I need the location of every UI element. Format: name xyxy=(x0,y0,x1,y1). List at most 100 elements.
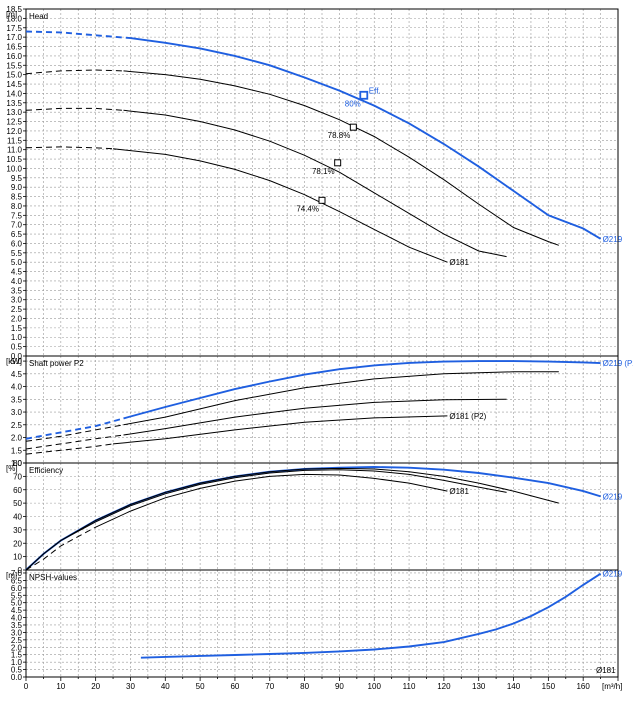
y-tick-label: 20 xyxy=(13,539,22,548)
panel-0 xyxy=(23,8,619,357)
series-line xyxy=(123,360,601,420)
y-tick-label: 15.5 xyxy=(6,61,22,70)
panel-title: Efficiency xyxy=(29,466,63,475)
series-line xyxy=(130,37,602,240)
x-tick-label: 50 xyxy=(196,682,205,691)
series-line-dashed xyxy=(25,107,124,111)
x-tick-label: 60 xyxy=(230,682,239,691)
x-tick-label: 160 xyxy=(576,682,590,691)
y-tick-label: 0.5 xyxy=(11,343,23,352)
series-label: Ø219 xyxy=(603,570,623,579)
y-tick-label: 15.0 xyxy=(6,71,22,80)
x-tick-label: 10 xyxy=(56,682,65,691)
series-line-dashed xyxy=(25,146,114,150)
series-line-dashed xyxy=(25,417,124,440)
efficiency-marker xyxy=(359,90,369,100)
series-label: Ø219 xyxy=(603,492,623,501)
y-tick-label: 80 xyxy=(13,459,22,468)
y-tick-label: 2.0 xyxy=(11,314,23,323)
efficiency-marker-label: Eff. xyxy=(369,86,381,95)
efficiency-marker xyxy=(349,123,357,131)
efficiency-label: 80% xyxy=(345,99,361,108)
efficiency-label: 78.8% xyxy=(328,131,351,140)
series-line xyxy=(25,466,601,571)
series-label: Ø181 (P2) xyxy=(449,412,486,421)
y-tick-label: 4.5 xyxy=(11,370,23,379)
y-tick-label: 2.5 xyxy=(11,305,23,314)
y-tick-label: 70 xyxy=(13,472,22,481)
y-tick-label: 2.5 xyxy=(11,636,23,645)
y-tick-label: 2.0 xyxy=(11,643,23,652)
series-line xyxy=(113,148,448,263)
y-tick-label: 10.0 xyxy=(6,164,22,173)
x-tick-label: 110 xyxy=(403,682,416,691)
efficiency-label: 78.1% xyxy=(312,167,335,176)
y-unit-label: [m] xyxy=(6,10,17,19)
series-line xyxy=(123,371,559,426)
series-line-dashed xyxy=(25,69,124,75)
efficiency-marker xyxy=(318,196,326,204)
series-line xyxy=(25,467,559,571)
y-tick-label: 16.5 xyxy=(6,43,22,52)
y-tick-label: 4.0 xyxy=(11,277,23,286)
series-line xyxy=(123,70,559,246)
y-tick-label: 0 xyxy=(18,566,23,575)
y-unit-label: [m] xyxy=(6,571,17,580)
series-line-dashed xyxy=(25,30,131,40)
y-tick-label: 30 xyxy=(13,526,22,535)
panel-title: Head xyxy=(29,12,48,21)
y-tick-label: 17.0 xyxy=(6,33,22,42)
y-tick-label: 60 xyxy=(13,486,22,495)
x-tick-label: 80 xyxy=(300,682,309,691)
y-tick-label: 5.0 xyxy=(11,599,23,608)
series-label: Ø219 (P2) xyxy=(603,359,633,368)
y-tick-label: 0.0 xyxy=(11,673,23,682)
x-tick-label: 40 xyxy=(161,682,170,691)
efficiency-marker xyxy=(334,159,342,167)
y-tick-label: 50 xyxy=(13,499,22,508)
x-tick-label: 30 xyxy=(126,682,135,691)
y-unit-label: [%] xyxy=(6,464,18,473)
y-tick-label: 11.5 xyxy=(7,136,23,145)
y-tick-label: 9.0 xyxy=(11,183,23,192)
y-tick-label: 7.0 xyxy=(11,569,23,578)
x-axis xyxy=(25,677,619,681)
y-tick-label: 0.0 xyxy=(11,352,23,361)
series-line xyxy=(123,109,507,258)
x-unit-label: [m³/h] xyxy=(602,682,622,691)
y-tick-label: 18.5 xyxy=(6,5,22,14)
y-tick-label: 3.5 xyxy=(11,286,23,295)
panel-1 xyxy=(23,355,619,464)
y-tick-label: 16.0 xyxy=(6,52,22,61)
y-tick-label: 1.5 xyxy=(11,651,23,660)
y-tick-label: 7.0 xyxy=(11,221,23,230)
y-unit-label: [kW] xyxy=(6,357,22,366)
y-tick-label: 5.0 xyxy=(11,357,23,366)
y-tick-label: 5.5 xyxy=(11,249,23,258)
y-tick-label: 3.0 xyxy=(11,296,23,305)
y-tick-label: 1.0 xyxy=(11,658,23,667)
series-line-dashed xyxy=(25,526,96,571)
y-tick-label: 3.0 xyxy=(11,628,23,637)
y-tick-label: 13.0 xyxy=(6,108,22,117)
panel-title: NPSH-values xyxy=(29,573,77,582)
y-tick-label: 5.5 xyxy=(11,591,23,600)
x-tick-label: 130 xyxy=(472,682,486,691)
y-tick-label: 1.5 xyxy=(11,446,23,455)
y-tick-label: 18.0 xyxy=(6,14,22,23)
y-tick-label: 3.0 xyxy=(11,408,23,417)
x-tick-label: 20 xyxy=(91,682,100,691)
panel-2 xyxy=(23,462,619,571)
y-tick-label: 4.0 xyxy=(11,383,23,392)
series-line-dashed xyxy=(25,443,114,455)
y-tick-label: 12.5 xyxy=(6,118,22,127)
y-tick-label: 8.5 xyxy=(11,193,23,202)
y-tick-label: 40 xyxy=(13,513,22,522)
x-tick-label: 0 xyxy=(24,682,29,691)
y-tick-label: 7.5 xyxy=(11,211,23,220)
series-line xyxy=(113,415,448,445)
y-tick-label: 4.0 xyxy=(11,614,23,623)
y-tick-label: 9.5 xyxy=(11,174,23,183)
y-tick-label: 8.0 xyxy=(11,202,23,211)
